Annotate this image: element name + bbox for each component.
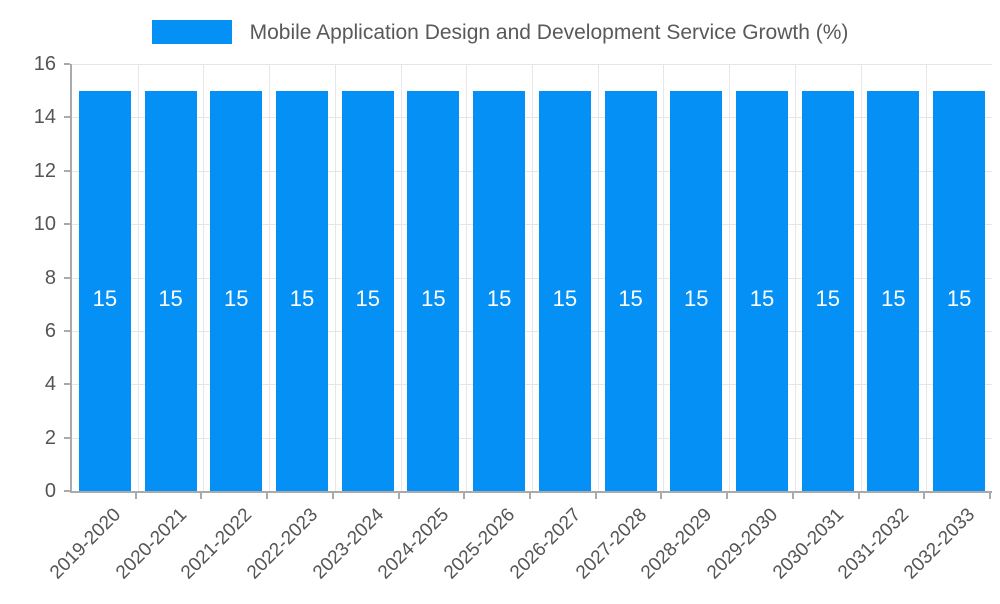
y-axis-tick-label: 12 [33,159,56,182]
bar [801,90,854,491]
y-axis-tick-mark [64,329,70,332]
legend-color-swatch [151,20,232,44]
x-axis-tick-mark [594,493,597,499]
y-axis-tick-label: 4 [44,373,56,396]
gridline-vertical [663,64,665,491]
x-axis-tick-mark [923,493,926,499]
bar-value-label: 15 [684,285,709,311]
bar-value-label: 15 [92,285,118,311]
y-axis-tick-mark [64,436,70,439]
y-axis-tick-mark [64,116,70,119]
bar [407,90,460,491]
y-axis-tick-mark [64,223,70,226]
x-axis-tick-mark [266,493,269,499]
bar [933,90,986,491]
bar-value-label: 15 [552,285,578,311]
y-axis-tick-label: 10 [33,213,56,236]
y-axis-tick-label: 2 [44,426,56,449]
bar [736,90,788,491]
bar-value-label: 15 [749,285,775,311]
chart-legend: Mobile Application Design and Developmen… [0,14,1000,50]
bar [473,90,526,491]
gridline-vertical [794,64,796,491]
bar-value-label: 15 [881,285,906,311]
x-axis-tick-mark [134,493,137,499]
gridline-vertical [926,64,928,491]
bar [144,90,197,491]
legend-label: Mobile Application Design and Developmen… [249,20,849,44]
x-axis-tick-mark [331,493,334,499]
y-axis-tick-mark [64,63,70,65]
gridline-vertical [137,64,139,491]
bar [867,90,920,491]
gridline-vertical [269,64,271,491]
x-axis-tick-mark [791,493,794,499]
plot-area: 15 15 15 15 15 15 15 15 15 15 15 15 15 15 [70,64,992,493]
x-axis-tick-mark [397,493,400,499]
bar [210,90,263,491]
y-axis-tick-label: 8 [44,266,56,289]
bar [670,90,723,491]
x-axis-tick-mark [989,493,991,499]
bar [78,90,131,491]
gridline-vertical [532,64,533,491]
y-axis-tick-label: 6 [44,319,56,342]
x-axis-tick-mark [857,493,860,499]
gridline-vertical [860,64,862,491]
gridline-vertical [466,64,468,491]
bar-value-label: 15 [158,285,183,311]
y-axis-tick-mark [64,169,70,172]
bar [341,90,394,491]
gridline-vertical [729,64,731,491]
bar [276,90,328,491]
gridline-vertical [400,64,402,491]
x-axis-tick-mark [463,493,466,499]
y-axis-tick-mark [64,276,70,279]
y-axis-tick-label: 0 [44,480,56,502]
y-axis-tick-label: 14 [33,106,56,129]
bar-value-label: 15 [946,285,972,311]
gridline-vertical [597,64,599,491]
bar-value-label: 15 [421,285,446,311]
bar-value-label: 15 [815,285,840,311]
x-axis-tick-mark [660,493,663,499]
bar [604,90,657,491]
gridline-vertical [203,64,205,491]
bar [538,90,591,491]
bar-value-label: 15 [355,285,380,311]
y-axis-tick-mark [64,383,70,386]
bar-value-label: 15 [289,285,315,311]
y-axis-tick-mark [64,490,70,492]
bar-value-label: 15 [224,285,249,311]
gridline-vertical [334,64,336,491]
bar-value-label: 15 [618,285,643,311]
x-axis-tick-mark [726,493,729,499]
x-axis-tick-mark [200,493,203,499]
bar-value-label: 15 [486,285,512,311]
y-axis-tick-label: 16 [33,53,56,75]
x-axis-tick-mark [529,493,531,499]
